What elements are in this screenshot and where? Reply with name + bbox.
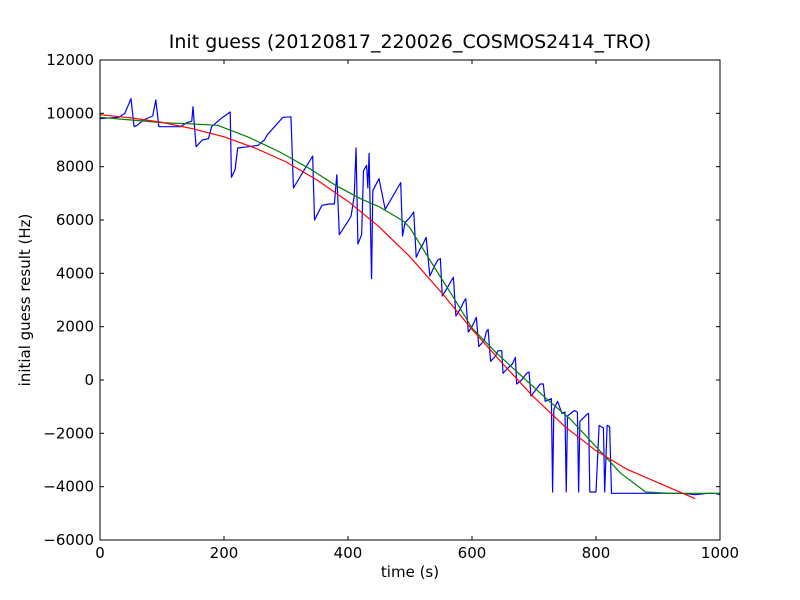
y-tick-label: −4000 [43, 478, 94, 496]
y-tick-label: 12000 [46, 51, 94, 69]
y-tick-label: 2000 [56, 318, 94, 336]
y-tick-label: −6000 [43, 531, 94, 549]
y-tick-label: 4000 [56, 264, 94, 282]
y-tick-label: 8000 [56, 158, 94, 176]
x-tick-label: 400 [334, 544, 363, 562]
x-tick-label: 600 [458, 544, 487, 562]
x-tick-label: 1000 [701, 544, 739, 562]
x-axis-title: time (s) [381, 563, 439, 581]
x-tick-label: 0 [95, 544, 105, 562]
x-tick-label: 200 [210, 544, 239, 562]
plot-frame [99, 59, 721, 541]
series-line-1 [99, 98, 721, 496]
y-tick-label: 6000 [56, 211, 94, 229]
y-tick-label: 10000 [46, 104, 94, 122]
x-tick-label: 800 [582, 544, 611, 562]
y-tick-label: −2000 [43, 424, 94, 442]
series-line-3 [99, 114, 696, 500]
chart-title: Init guess (20120817_220026_COSMOS2414_T… [169, 31, 651, 53]
series-line-2 [99, 116, 720, 494]
y-tick-label: 0 [84, 371, 94, 389]
y-axis-title: initial guess result (Hz) [16, 214, 34, 387]
axis-ticks: 0 200 400 600 800 1000 −6000 −4000 −2000 0 2000 400… [43, 51, 739, 562]
plot-area [99, 98, 721, 500]
